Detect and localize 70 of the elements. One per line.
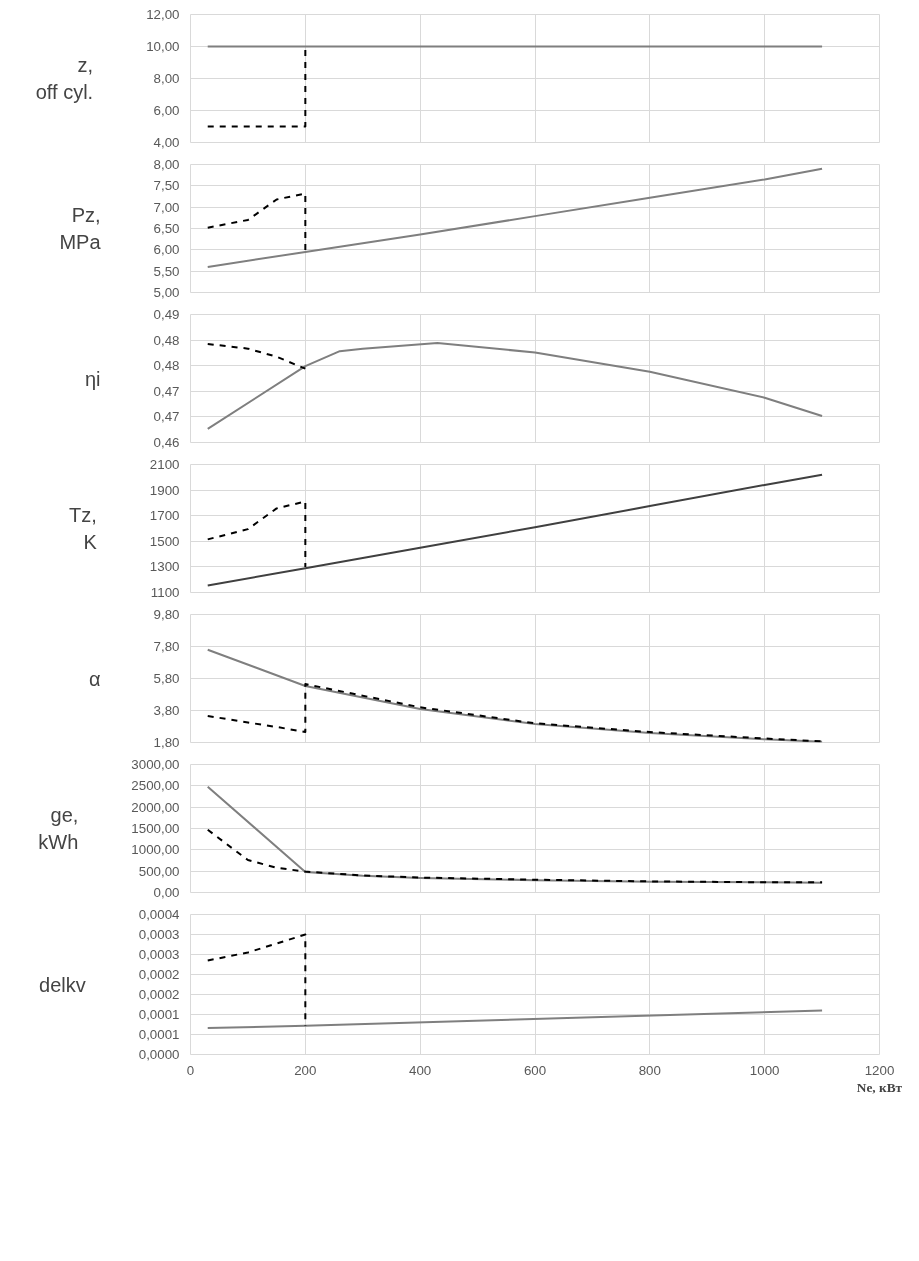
y-tick-label: 0,49 (153, 307, 180, 322)
y-tick-label: 8,00 (153, 157, 180, 172)
y-axis-title: ge, kWh (38, 804, 79, 853)
y-tick-label: 3,80 (153, 703, 180, 718)
y-tick-label: 7,00 (153, 199, 180, 215)
y-tick-label: 1700 (149, 508, 180, 524)
y-tick-label: 1,80 (153, 735, 180, 750)
y-tick-label: 9,80 (153, 607, 180, 622)
y-tick-label: 2000,00 (131, 799, 180, 815)
y-tick-label: 6,00 (153, 242, 180, 258)
line-series (206, 342, 824, 430)
y-tick-label: 0,48 (153, 332, 180, 348)
y-tick-label: 0,0003 (138, 927, 180, 942)
y-tick-label: 1300 (149, 559, 180, 575)
line-series (206, 828, 824, 884)
line-series (206, 648, 824, 743)
y-tick-label: 10,00 (146, 39, 180, 54)
y-axis-title: α (89, 667, 101, 690)
line-series (206, 933, 307, 1027)
y-tick-label: 0,0001 (138, 1007, 180, 1022)
line-series (206, 342, 307, 370)
y-tick-label: 1000,00 (131, 842, 180, 858)
x-tick-label: 200 (294, 1062, 317, 1078)
y-tick-label: 0,0001 (138, 1027, 180, 1042)
y-tick-label: 0,0003 (138, 947, 180, 962)
y-tick-label: 5,80 (153, 671, 180, 686)
y-tick-label: 0,0000 (138, 1047, 180, 1062)
line-series (206, 500, 307, 568)
y-tick-label: 12,00 (146, 7, 180, 22)
y-tick-label: 1100 (150, 585, 180, 600)
y-tick-label: 1500 (149, 533, 180, 549)
y-axis-title: ηi (84, 367, 101, 390)
y-tick-label: 2100 (149, 457, 180, 472)
y-tick-label: 0,47 (153, 409, 180, 425)
y-tick-label: 7,80 (153, 639, 180, 654)
y-tick-label: 8,00 (153, 71, 180, 86)
x-tick-label: 1200 (864, 1062, 895, 1078)
y-tick-label: 5,50 (153, 263, 180, 279)
x-tick-label: 1000 (749, 1062, 780, 1078)
y-tick-label: 2500,00 (131, 778, 180, 794)
y-tick-label: 0,46 (153, 435, 180, 450)
x-tick-label: 600 (523, 1062, 547, 1078)
y-tick-label: 5,00 (153, 285, 180, 300)
line-series (206, 785, 824, 884)
y-tick-label: 3000,00 (131, 757, 180, 772)
y-tick-label: 500,00 (138, 863, 180, 879)
y-tick-label: 0,48 (153, 358, 180, 374)
line-series (206, 683, 824, 743)
y-axis-title: z, off cyl. (35, 54, 94, 103)
x-tick-label: 800 (638, 1062, 661, 1078)
x-axis-title: Ne, кВт (856, 1079, 903, 1095)
y-tick-label: 0,0002 (138, 967, 180, 982)
x-tick-label: 400 (409, 1062, 432, 1078)
y-tick-label: 0,0002 (138, 987, 180, 1002)
y-tick-label: 0,0004 (138, 907, 181, 922)
y-tick-label: 1900 (149, 482, 180, 498)
y-axis-title: Pz, MPa (59, 204, 102, 253)
line-series (206, 167, 824, 268)
y-axis-title: delkv (39, 973, 86, 996)
y-tick-label: 6,50 (153, 221, 180, 236)
y-tick-label: 0,47 (153, 383, 180, 399)
y-tick-label: 4,00 (153, 135, 180, 150)
line-series (206, 192, 307, 253)
line-series (206, 473, 824, 587)
y-tick-label: 0,00 (153, 885, 180, 900)
y-tick-label: 7,50 (153, 178, 180, 194)
y-axis-title: Tz, K (69, 504, 98, 553)
y-tick-label: 1500,00 (131, 821, 180, 836)
x-tick-label: 0 (186, 1062, 195, 1078)
y-tick-label: 6,00 (153, 103, 180, 118)
